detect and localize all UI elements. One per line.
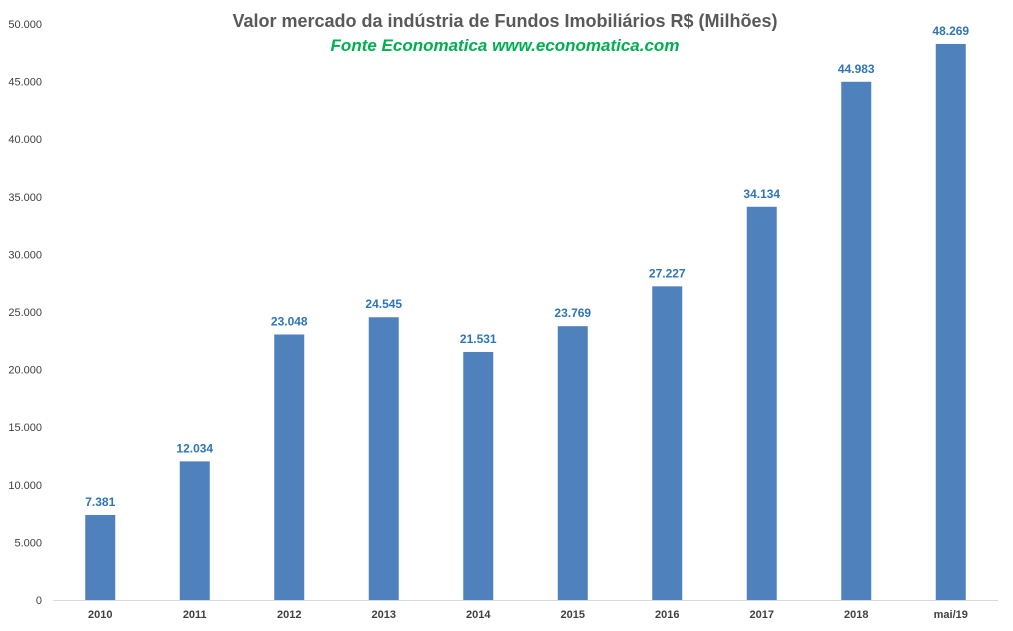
y-tick-label: 15.000 [8, 422, 42, 434]
y-tick-label: 45.000 [8, 77, 42, 89]
x-axis: 2010 2011 2012 2013 2014 2015 2016 2017 2018 mai/… [88, 609, 968, 621]
x-tick-label: mai/19 [934, 609, 968, 621]
bar [85, 514, 116, 600]
data-label: 34.134 [743, 187, 780, 201]
bar [368, 317, 399, 600]
bar [274, 334, 305, 600]
y-tick-label: 25.000 [8, 307, 42, 319]
bar [652, 286, 683, 600]
data-label: 21.531 [460, 332, 497, 346]
y-tick-label: 50.000 [8, 19, 42, 31]
bar [935, 43, 966, 601]
chart-subtitle: Fonte Economatica www.economatica.com [331, 36, 680, 55]
x-tick-label: 2014 [466, 609, 491, 621]
bar [463, 351, 494, 600]
data-labels: 7.381 12.034 23.048 24.545 21.531 23.769 27.22… [85, 24, 969, 509]
x-tick-label: 2012 [277, 609, 301, 621]
y-tick-label: 5.000 [14, 537, 42, 549]
chart-title: Valor mercado da indústria de Fundos Imo… [232, 11, 777, 31]
x-tick-label: 2015 [561, 609, 585, 621]
x-tick-label: 2013 [372, 609, 396, 621]
x-tick-label: 2010 [88, 609, 112, 621]
x-tick-label: 2017 [750, 609, 774, 621]
bar [746, 206, 777, 601]
y-tick-label: 35.000 [8, 192, 42, 204]
data-label: 7.381 [85, 495, 115, 509]
data-label: 44.983 [838, 62, 875, 76]
data-label: 27.227 [649, 266, 686, 280]
y-tick-label: 10.000 [8, 480, 42, 492]
y-tick-label: 0 [36, 595, 42, 607]
bar [557, 326, 588, 600]
y-tick-label: 30.000 [8, 249, 42, 261]
bar [841, 81, 872, 600]
data-label: 23.769 [554, 306, 591, 320]
data-label: 23.048 [271, 314, 308, 328]
bar [179, 461, 210, 600]
x-tick-label: 2018 [844, 609, 868, 621]
y-axis: 0 5.000 10.000 15.000 20.000 25.000 30.000 35.0… [8, 19, 42, 607]
data-label: 48.269 [932, 24, 969, 38]
x-tick-label: 2016 [655, 609, 679, 621]
bar-series [85, 43, 966, 601]
data-label: 12.034 [176, 441, 213, 455]
x-tick-label: 2011 [183, 609, 207, 621]
data-label: 24.545 [365, 297, 402, 311]
y-tick-label: 20.000 [8, 365, 42, 377]
y-tick-label: 40.000 [8, 134, 42, 146]
